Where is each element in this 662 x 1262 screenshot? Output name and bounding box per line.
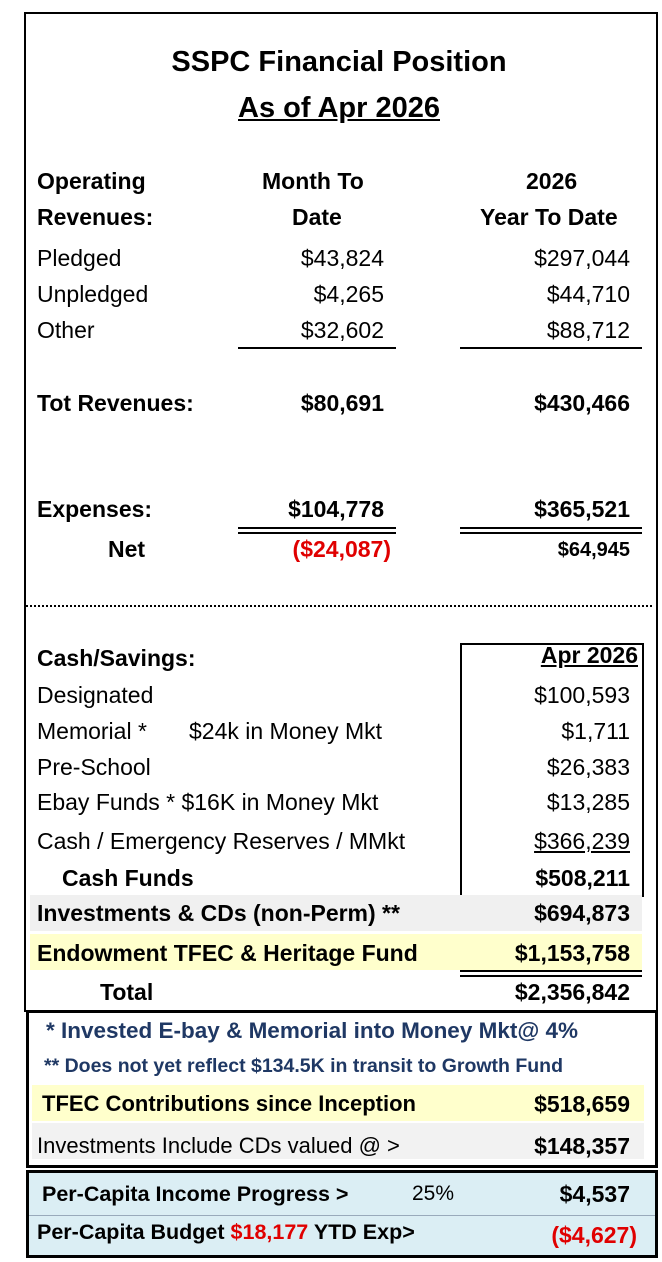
endowment-label: Endowment TFEC & Heritage Fund	[37, 940, 418, 966]
ytd-subtotal-rule	[460, 347, 642, 349]
tfec-band	[32, 1085, 644, 1121]
cds-band	[32, 1123, 644, 1159]
expenses-label: Expenses:	[37, 496, 153, 522]
endowment-value: $1,153,758	[514, 940, 630, 966]
endowment-band	[30, 934, 642, 970]
cash-reserves-value: $366,239	[534, 828, 630, 854]
row-unpledged-label: Unpledged	[37, 281, 149, 307]
preschool-value: $26,383	[546, 754, 630, 780]
operating-label-line1: Operating	[37, 168, 146, 194]
ytd-double-rule	[460, 527, 642, 534]
investments-band	[30, 895, 642, 931]
page-subtitle: As of Apr 2026	[238, 92, 440, 124]
total-revenues-label: Tot Revenues:	[37, 390, 194, 416]
per-capita-progress-value: $4,537	[559, 1181, 630, 1207]
ebay-funds-label: Ebay Funds * $16K in Money Mkt	[37, 789, 379, 815]
net-label: Net	[108, 536, 146, 562]
mtd-subtotal-rule	[238, 347, 396, 349]
per-capita-divider	[29, 1215, 655, 1216]
designated-value: $100,593	[534, 682, 630, 708]
ytd-header-line1: 2026	[526, 168, 578, 194]
operating-label-line2: Revenues:	[37, 204, 154, 230]
total-double-rule	[460, 970, 642, 977]
tfec-value: $518,659	[534, 1091, 630, 1117]
per-capita-budget-value: ($4,627)	[551, 1222, 637, 1248]
per-capita-box	[26, 1170, 658, 1258]
investments-value: $694,873	[534, 900, 630, 926]
page-title: SSPC Financial Position	[171, 46, 507, 78]
per-capita-budget-label: Per-Capita Budget $18,177 YTD Exp>	[37, 1220, 415, 1244]
row-pledged-mtd: $43,824	[300, 245, 384, 271]
expenses-mtd: $104,778	[288, 496, 384, 522]
per-capita-progress-pct: 25%	[412, 1182, 455, 1205]
row-other-label: Other	[37, 317, 95, 343]
net-ytd: $64,945	[557, 539, 630, 561]
mtd-double-rule	[238, 527, 396, 534]
cds-value: $148,357	[534, 1133, 630, 1159]
total-revenues-ytd: $430,466	[534, 390, 630, 416]
memorial-note: $24k in Money Mkt	[189, 718, 383, 744]
per-capita-progress-label: Per-Capita Income Progress >	[42, 1182, 349, 1206]
tfec-label: TFEC Contributions since Inception	[42, 1091, 416, 1116]
row-pledged-label: Pledged	[37, 245, 122, 271]
row-other-ytd: $88,712	[546, 317, 630, 343]
mtd-header-line1: Month To	[262, 168, 364, 194]
cash-funds-value: $508,211	[535, 865, 630, 891]
note-invested: * Invested E-bay & Memorial into Money M…	[46, 1018, 579, 1043]
memorial-label: Memorial *	[37, 718, 147, 744]
cds-label: Investments Include CDs valued @ >	[37, 1133, 400, 1158]
report-frame	[24, 12, 658, 1012]
expenses-ytd: $365,521	[534, 496, 630, 522]
total-revenues-mtd: $80,691	[300, 390, 384, 416]
cash-funds-label: Cash Funds	[62, 865, 194, 891]
investments-label: Investments & CDs (non-Perm) **	[37, 900, 400, 926]
mtd-header-line2: Date	[292, 204, 342, 230]
net-mtd: ($24,087)	[292, 536, 391, 562]
row-pledged-ytd: $297,044	[534, 245, 630, 271]
ebay-funds-value: $13,285	[546, 789, 630, 815]
notes-box	[26, 1010, 658, 1168]
note-transit: ** Does not yet reflect $134.5K in trans…	[44, 1055, 564, 1077]
row-unpledged-mtd: $4,265	[313, 281, 384, 307]
row-other-mtd: $32,602	[300, 317, 384, 343]
section-divider	[26, 605, 652, 607]
total-value: $2,356,842	[514, 979, 630, 1005]
total-label: Total	[100, 979, 154, 1005]
cash-column-header: Apr 2026	[540, 642, 638, 668]
per-capita-budget-amount: $18,177	[230, 1220, 309, 1244]
ytd-header-line2: Year To Date	[480, 204, 618, 230]
cash-reserves-label: Cash / Emergency Reserves / MMkt	[37, 828, 406, 854]
memorial-value: $1,711	[561, 718, 630, 744]
designated-label: Designated	[37, 682, 154, 708]
row-unpledged-ytd: $44,710	[546, 281, 630, 307]
preschool-label: Pre-School	[37, 754, 151, 780]
cash-savings-label: Cash/Savings:	[37, 645, 196, 671]
